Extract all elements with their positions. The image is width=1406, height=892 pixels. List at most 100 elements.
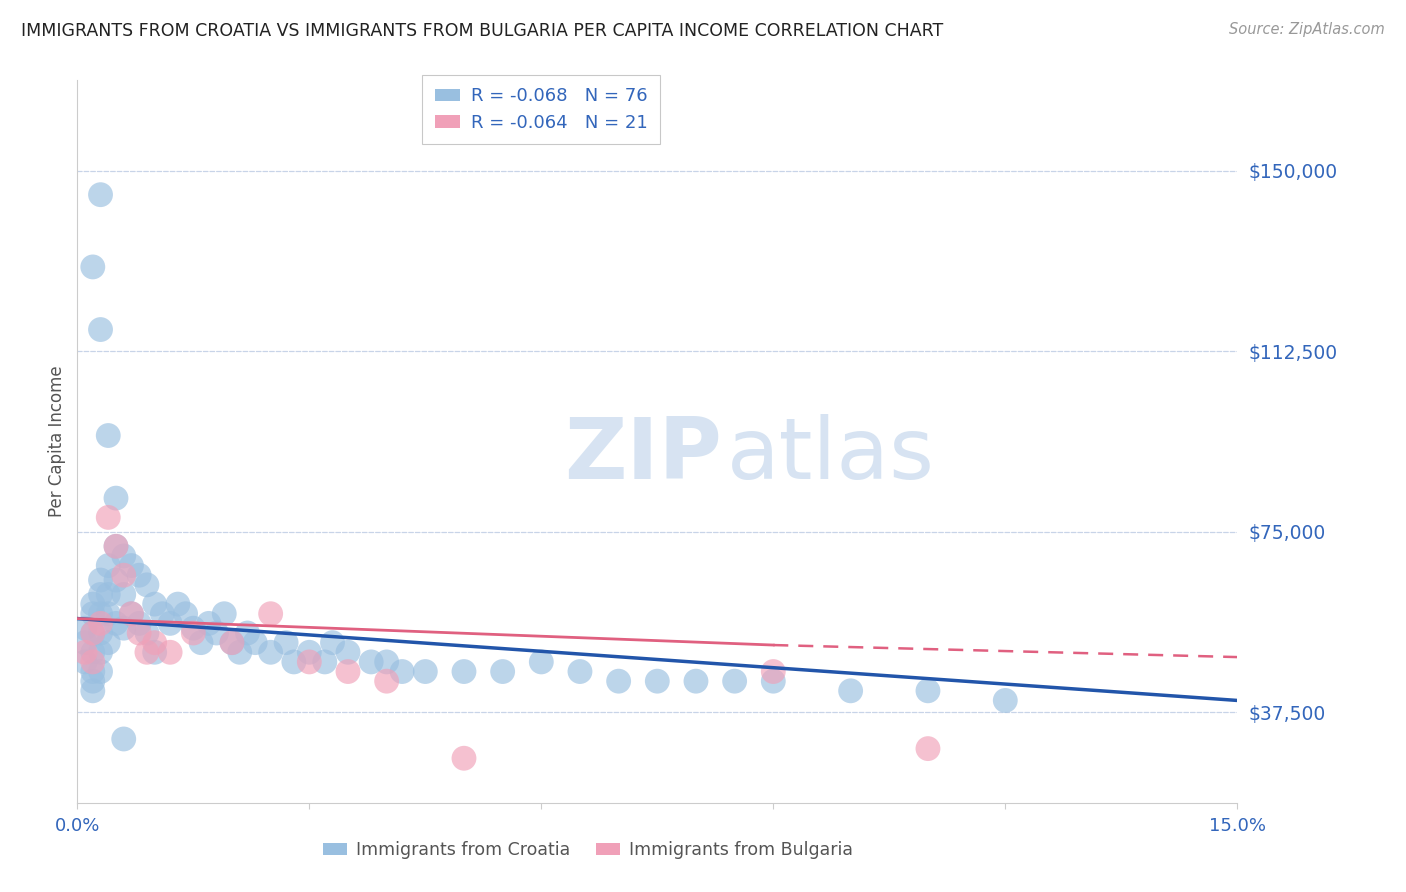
Point: [228, 645, 252, 659]
Point: [298, 645, 321, 659]
Point: [375, 655, 398, 669]
Point: [90, 322, 111, 336]
Point: [994, 693, 1017, 707]
Point: [917, 741, 939, 756]
Point: [143, 645, 166, 659]
Point: [762, 665, 785, 679]
Point: [82, 665, 104, 679]
Point: [197, 616, 219, 631]
Point: [105, 539, 127, 553]
Point: [90, 665, 111, 679]
Point: [360, 655, 382, 669]
Point: [375, 674, 398, 689]
Point: [82, 683, 104, 698]
Point: [221, 635, 243, 649]
Point: [724, 674, 747, 689]
Text: IMMIGRANTS FROM CROATIA VS IMMIGRANTS FROM BULGARIA PER CAPITA INCOME CORRELATIO: IMMIGRANTS FROM CROATIA VS IMMIGRANTS FR…: [21, 22, 943, 40]
Point: [492, 665, 515, 679]
Point: [75, 621, 96, 635]
Point: [260, 645, 283, 659]
Point: [97, 510, 120, 524]
Point: [607, 674, 630, 689]
Point: [90, 587, 111, 601]
Point: [75, 645, 96, 659]
Point: [105, 491, 127, 505]
Point: [97, 587, 120, 601]
Point: [112, 549, 135, 563]
Point: [453, 751, 475, 765]
Point: [121, 558, 143, 573]
Point: [322, 635, 344, 649]
Point: [97, 558, 120, 573]
Y-axis label: Per Capita Income: Per Capita Income: [48, 366, 66, 517]
Point: [166, 597, 188, 611]
Point: [413, 665, 436, 679]
Point: [105, 539, 127, 553]
Point: [82, 655, 104, 669]
Text: Source: ZipAtlas.com: Source: ZipAtlas.com: [1229, 22, 1385, 37]
Point: [75, 655, 96, 669]
Point: [82, 597, 104, 611]
Point: [143, 597, 166, 611]
Point: [136, 626, 159, 640]
Point: [105, 573, 127, 587]
Point: [647, 674, 669, 689]
Point: [112, 621, 135, 635]
Point: [82, 626, 104, 640]
Point: [128, 568, 150, 582]
Point: [236, 626, 259, 640]
Point: [298, 655, 321, 669]
Text: ZIP: ZIP: [565, 415, 723, 498]
Point: [159, 645, 181, 659]
Point: [90, 607, 111, 621]
Point: [337, 645, 360, 659]
Point: [530, 655, 553, 669]
Point: [75, 635, 96, 649]
Point: [839, 683, 862, 698]
Legend: Immigrants from Croatia, Immigrants from Bulgaria: Immigrants from Croatia, Immigrants from…: [315, 835, 860, 866]
Point: [82, 645, 104, 659]
Point: [221, 635, 243, 649]
Point: [143, 635, 166, 649]
Point: [90, 573, 111, 587]
Point: [283, 655, 305, 669]
Point: [453, 665, 475, 679]
Point: [128, 616, 150, 631]
Point: [97, 428, 120, 442]
Point: [136, 645, 159, 659]
Point: [260, 607, 283, 621]
Point: [121, 607, 143, 621]
Point: [136, 578, 159, 592]
Text: atlas: atlas: [727, 415, 935, 498]
Point: [112, 568, 135, 582]
Point: [97, 607, 120, 621]
Point: [685, 674, 707, 689]
Point: [90, 626, 111, 640]
Point: [314, 655, 336, 669]
Point: [183, 621, 205, 635]
Point: [214, 607, 236, 621]
Point: [105, 616, 127, 631]
Point: [569, 665, 592, 679]
Point: [152, 607, 174, 621]
Point: [174, 607, 197, 621]
Point: [245, 635, 267, 649]
Point: [917, 683, 939, 698]
Point: [121, 607, 143, 621]
Point: [90, 616, 111, 631]
Point: [82, 607, 104, 621]
Point: [183, 626, 205, 640]
Point: [112, 587, 135, 601]
Point: [159, 616, 181, 631]
Point: [190, 635, 212, 649]
Point: [90, 645, 111, 659]
Point: [90, 187, 111, 202]
Point: [128, 626, 150, 640]
Point: [82, 626, 104, 640]
Point: [205, 626, 228, 640]
Point: [276, 635, 298, 649]
Point: [762, 674, 785, 689]
Point: [112, 731, 135, 746]
Point: [97, 635, 120, 649]
Point: [82, 260, 104, 274]
